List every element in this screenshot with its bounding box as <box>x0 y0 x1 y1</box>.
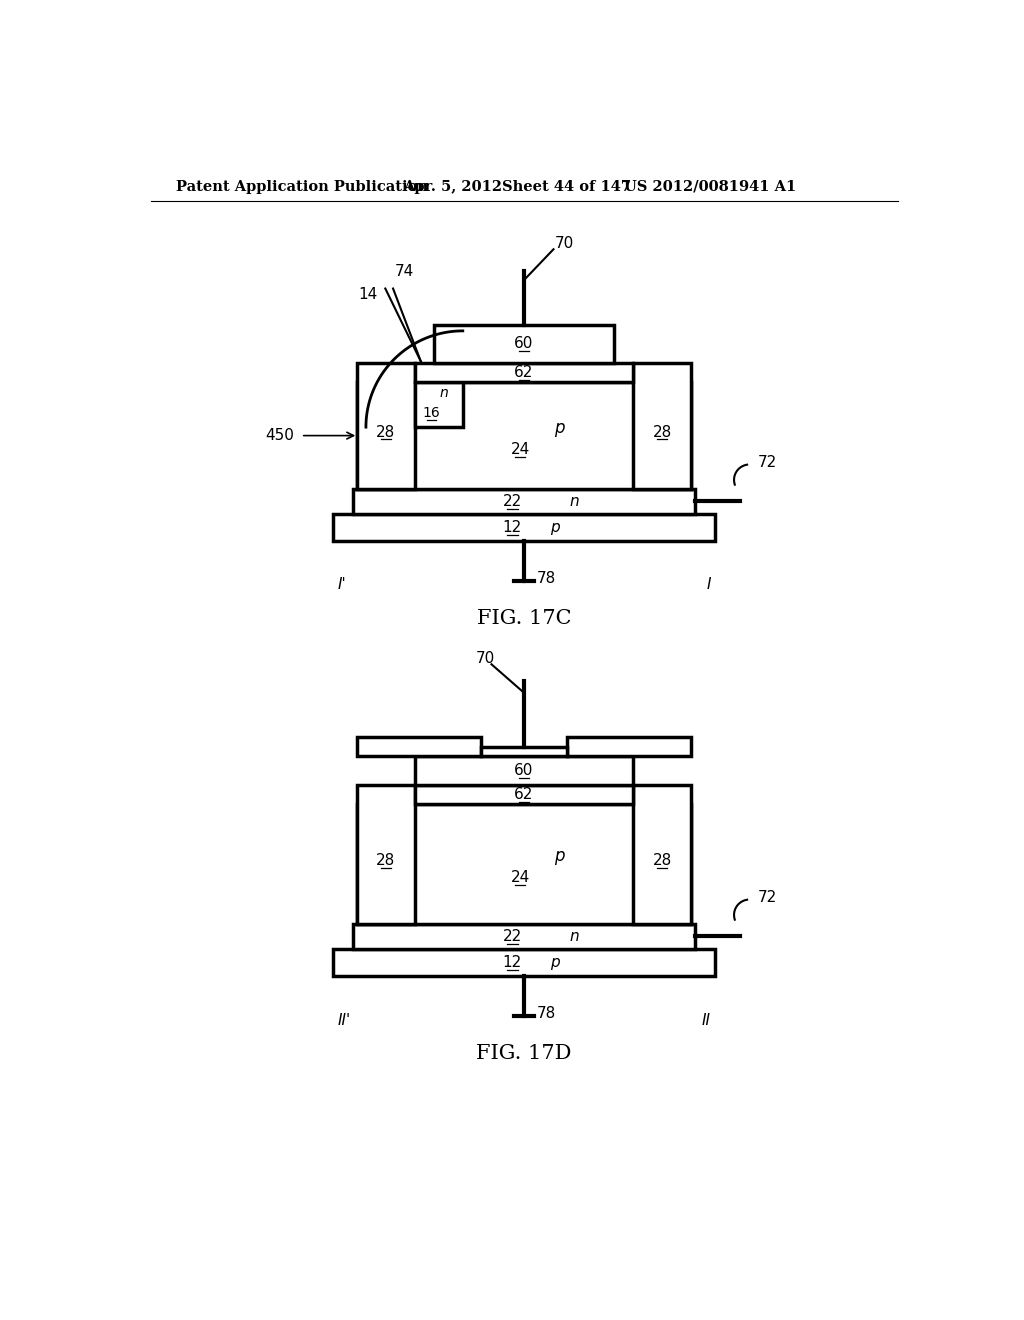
Text: II': II' <box>337 1012 350 1027</box>
Text: FIG. 17C: FIG. 17C <box>477 609 571 627</box>
Text: n: n <box>569 929 580 944</box>
Text: 22: 22 <box>503 929 522 944</box>
Bar <box>481 747 566 756</box>
Text: 74: 74 <box>394 264 414 279</box>
Bar <box>633 785 691 924</box>
Text: 70: 70 <box>555 236 574 251</box>
Text: 14: 14 <box>358 288 378 302</box>
Text: I': I' <box>337 577 346 593</box>
Text: II: II <box>701 1012 711 1027</box>
Bar <box>334 515 715 541</box>
Text: 78: 78 <box>537 570 556 586</box>
Text: I: I <box>707 577 711 593</box>
Text: Apr. 5, 2012: Apr. 5, 2012 <box>403 180 502 194</box>
Text: 62: 62 <box>514 787 534 803</box>
Text: 450: 450 <box>266 428 295 444</box>
Text: p: p <box>550 956 560 970</box>
Bar <box>356 737 481 756</box>
Bar <box>356 363 415 488</box>
Text: 24: 24 <box>511 442 529 457</box>
Bar <box>415 756 633 785</box>
Bar <box>352 488 695 515</box>
Bar <box>356 785 415 924</box>
Text: 28: 28 <box>376 853 395 869</box>
Text: 22: 22 <box>503 494 522 510</box>
Bar <box>434 325 614 363</box>
Bar <box>415 383 463 428</box>
Bar <box>415 363 633 383</box>
Text: Sheet 44 of 147: Sheet 44 of 147 <box>502 180 631 194</box>
Text: 72: 72 <box>758 891 776 906</box>
Text: 28: 28 <box>652 853 672 869</box>
Text: US 2012/0081941 A1: US 2012/0081941 A1 <box>624 180 797 194</box>
Text: 28: 28 <box>376 425 395 440</box>
Text: FIG. 17D: FIG. 17D <box>476 1044 571 1063</box>
Text: 12: 12 <box>503 956 522 970</box>
Text: p: p <box>554 418 564 437</box>
Text: 78: 78 <box>537 1006 556 1020</box>
Text: p: p <box>550 520 560 535</box>
Text: p: p <box>554 847 564 866</box>
Bar <box>334 949 715 977</box>
Text: Patent Application Publication: Patent Application Publication <box>176 180 428 194</box>
Text: n: n <box>569 494 580 510</box>
Text: 62: 62 <box>514 366 534 380</box>
Text: 60: 60 <box>514 763 534 777</box>
Text: 28: 28 <box>652 425 672 440</box>
Text: 70: 70 <box>476 651 495 665</box>
Text: 16: 16 <box>423 407 440 420</box>
Text: 60: 60 <box>514 337 534 351</box>
Bar <box>352 924 695 949</box>
Bar <box>633 363 691 488</box>
Bar <box>356 383 691 488</box>
Bar <box>415 785 633 804</box>
Text: n: n <box>440 387 449 400</box>
Text: 12: 12 <box>503 520 522 535</box>
Bar <box>356 804 691 924</box>
Bar <box>566 737 691 756</box>
Text: 24: 24 <box>511 870 529 886</box>
Text: 72: 72 <box>758 455 776 470</box>
